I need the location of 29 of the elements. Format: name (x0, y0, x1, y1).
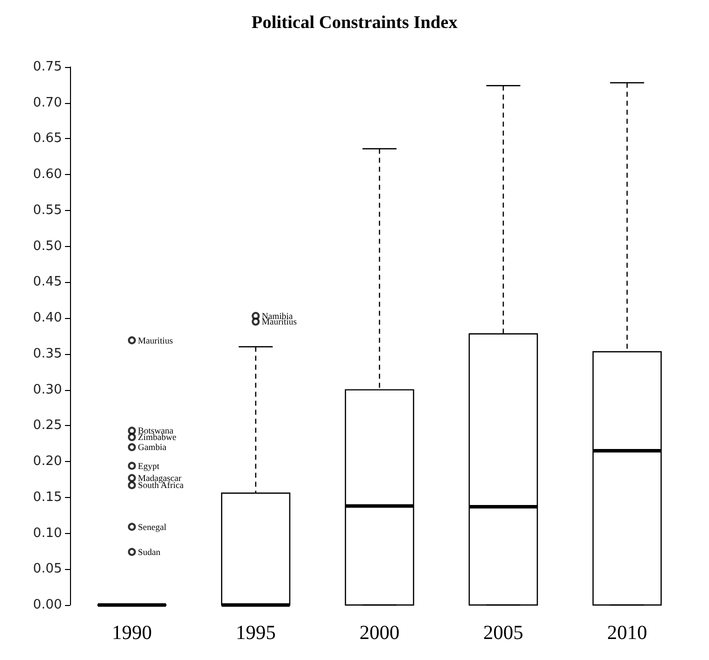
y-tick-label: 0.25 (33, 418, 62, 434)
annotation: Namibia (262, 310, 293, 321)
annotation: Zimbabwe (138, 432, 176, 442)
y-tick-label: 0.30 (33, 382, 62, 398)
y-tick-label: 0.65 (33, 131, 62, 146)
chart-title: Political Constraints Index (251, 12, 458, 32)
y-tick-label: 0.50 (33, 238, 62, 254)
y-tick-label: 0.60 (33, 167, 62, 182)
y-tick-label: 0.05 (33, 562, 62, 577)
annotation: Gambia (138, 442, 166, 452)
y-tick-label: 0.20 (33, 454, 62, 470)
y-tick-label: 0.40 (33, 310, 62, 326)
y-tick-label: 0.10 (33, 526, 62, 541)
y-tick-label: 0.00 (33, 598, 62, 612)
y-tick-label: 0.45 (33, 274, 62, 290)
x-tick-label: 1995 (236, 622, 276, 644)
x-tick-label: 1990 (112, 622, 152, 644)
annotation: Mauritius (138, 335, 174, 346)
y-tick-label: 0.15 (33, 490, 62, 505)
annotation: Sudan (138, 546, 161, 557)
annotation: Egypt (138, 460, 160, 471)
y-tick-label: 0.35 (33, 346, 62, 362)
x-tick-label: 2000 (360, 622, 400, 644)
y-tick-label: 0.75 (33, 60, 62, 74)
x-tick-label: 2010 (607, 622, 648, 644)
x-tick-label: 2005 (483, 622, 524, 644)
annotation: Senegal (138, 522, 167, 532)
y-tick-label: 0.55 (33, 202, 62, 218)
y-tick-label: 0.70 (33, 95, 62, 110)
